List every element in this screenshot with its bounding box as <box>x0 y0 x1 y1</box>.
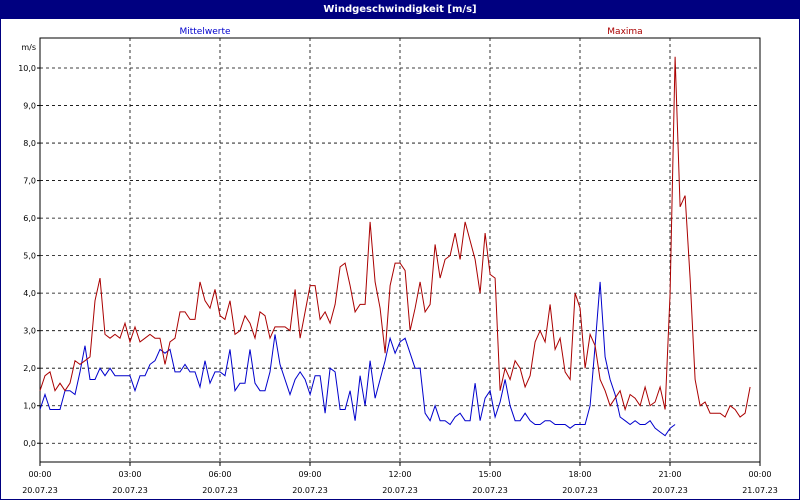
x-tick-date-label: 20.07.23 <box>652 486 688 495</box>
x-tick-time-label: 12:00 <box>388 470 411 479</box>
x-tick-time-label: 21:00 <box>658 470 681 479</box>
y-tick-label: 8,0 <box>23 139 36 148</box>
y-axis-label: m/s <box>21 43 36 52</box>
y-tick-label: 1,0 <box>23 402 36 411</box>
x-tick-time-label: 06:00 <box>208 470 231 479</box>
x-tick-time-label: 15:00 <box>478 470 501 479</box>
y-tick-label: 10,0 <box>18 64 36 73</box>
y-tick-label: 5,0 <box>23 252 36 261</box>
legend: Mittelwerte Maxima <box>179 27 642 37</box>
gridlines <box>40 38 760 462</box>
series-line-maxima <box>39 56 751 418</box>
x-tick-date-label: 20.07.23 <box>112 486 148 495</box>
series-lines <box>39 56 751 437</box>
x-tick-time-label: 00:00 <box>748 470 771 479</box>
legend-entry-maxima: Maxima <box>607 27 642 37</box>
axes: 0,0 1,0 2,0 3,0 4,0 5,0 6,0 7,0 8,0 9,0 10,0 m/s 00:… <box>18 43 778 495</box>
x-tick-time-label: 00:00 <box>28 470 51 479</box>
x-tick-date-label: 20.07.23 <box>562 486 598 495</box>
y-tick-label: 0,0 <box>23 439 36 448</box>
x-tick-date-label: 21.07.23 <box>742 486 778 495</box>
legend-entry-mittelwerte: Mittelwerte <box>179 27 230 37</box>
y-tick-label: 4,0 <box>23 289 36 298</box>
y-tick-label: 9,0 <box>23 102 36 111</box>
x-tick-time-label: 18:00 <box>568 470 591 479</box>
y-tick-label: 2,0 <box>23 364 36 373</box>
x-tick-time-label: 03:00 <box>118 470 141 479</box>
x-tick-date-label: 20.07.23 <box>472 486 508 495</box>
y-tick-label: 3,0 <box>23 327 36 336</box>
chart-title: Windgeschwindigkeit [m/s] <box>1 1 799 19</box>
y-tick-label: 7,0 <box>23 177 36 186</box>
x-tick-time-label: 09:00 <box>298 470 321 479</box>
y-tick-label: 6,0 <box>23 214 36 223</box>
x-tick-date-label: 20.07.23 <box>382 486 418 495</box>
x-tick-date-label: 20.07.23 <box>202 486 238 495</box>
series-line-mittelwerte <box>39 281 676 437</box>
x-tick-date-label: 20.07.23 <box>22 486 58 495</box>
x-tick-date-label: 20.07.23 <box>292 486 328 495</box>
